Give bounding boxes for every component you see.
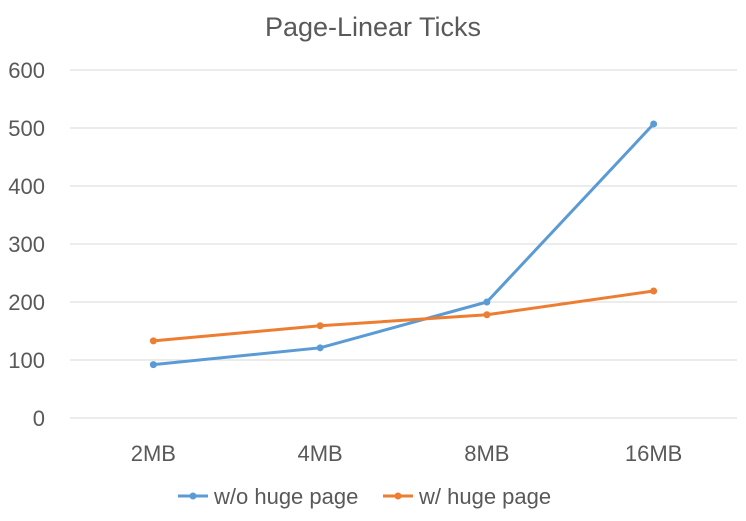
y-tick-label: 100 <box>8 348 45 373</box>
gridlines <box>70 69 737 419</box>
series-line <box>151 289 656 343</box>
data-point <box>316 322 324 330</box>
y-tick-label: 200 <box>8 290 45 315</box>
chart-title: Page-Linear Ticks <box>265 12 481 42</box>
legend-point-marker <box>394 492 402 500</box>
x-tick-label: 2MB <box>131 441 176 466</box>
data-point <box>650 287 658 295</box>
legend-label: w/ huge page <box>418 484 551 509</box>
y-tick-label: 600 <box>8 58 45 83</box>
x-axis: 2MB 4MB 8MB 16MB <box>131 441 683 466</box>
series-0 <box>149 120 658 369</box>
legend-label: w/o huge page <box>213 484 358 509</box>
x-tick-label: 16MB <box>625 441 682 466</box>
legend-item: w/o huge page <box>178 484 358 509</box>
x-tick-label: 8MB <box>464 441 509 466</box>
legend-item: w/ huge page <box>383 484 551 509</box>
legend: w/o huge page w/ huge page <box>178 484 551 509</box>
legend-point-marker <box>189 492 197 500</box>
x-tick-label: 4MB <box>298 441 343 466</box>
y-tick-label: 300 <box>8 232 45 257</box>
data-point <box>483 311 491 319</box>
y-tick-label: 0 <box>33 406 45 431</box>
data-point <box>483 298 491 306</box>
series-1 <box>149 287 658 345</box>
y-axis: 0 100 200 300 400 500 600 <box>8 58 45 431</box>
y-tick-label: 400 <box>8 174 45 199</box>
data-point <box>149 337 157 345</box>
series <box>149 120 658 369</box>
data-point <box>149 361 157 369</box>
data-point <box>650 120 658 128</box>
series-line <box>151 122 656 367</box>
y-tick-label: 500 <box>8 116 45 141</box>
data-point <box>316 344 324 352</box>
